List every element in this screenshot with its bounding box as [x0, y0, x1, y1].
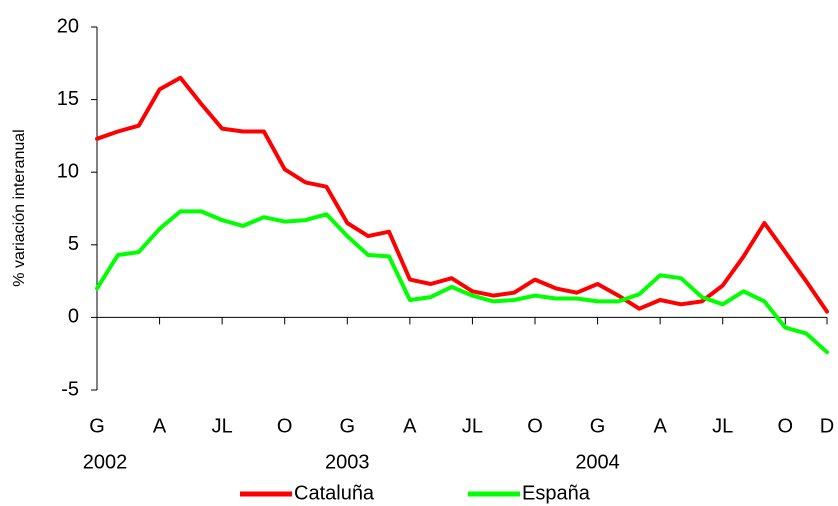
x-tick-label: JL	[462, 415, 483, 437]
series-line	[95, 209, 829, 355]
year-label: 2002	[83, 451, 128, 473]
year-label: 2004	[575, 451, 620, 473]
y-tick-label: 0	[68, 306, 79, 328]
x-tick-label: JL	[712, 415, 733, 437]
x-tick-label: O	[527, 415, 543, 437]
year-label: 2003	[325, 451, 370, 473]
legend-label: Cataluña	[294, 482, 375, 504]
x-tick-label: O	[277, 415, 293, 437]
legend-label: España	[522, 482, 591, 504]
x-tick-label: O	[778, 415, 794, 437]
y-tick-label: -5	[61, 378, 79, 400]
x-tick-label: JL	[212, 415, 233, 437]
y-axis-label: % variación interanual	[11, 129, 28, 286]
x-tick-label: G	[89, 415, 105, 437]
y-tick-label: 5	[68, 233, 79, 255]
y-tick-label: 10	[57, 160, 79, 182]
x-tick-label: A	[403, 415, 417, 437]
x-tick-label: A	[153, 415, 167, 437]
y-tick-label: 15	[57, 88, 79, 110]
y-tick-label: 20	[57, 15, 79, 37]
x-tick-label: A	[653, 415, 667, 437]
x-tick-label: D	[820, 415, 834, 437]
series-line	[95, 75, 829, 314]
x-tick-label: G	[590, 415, 606, 437]
x-tick-label: G	[340, 415, 356, 437]
